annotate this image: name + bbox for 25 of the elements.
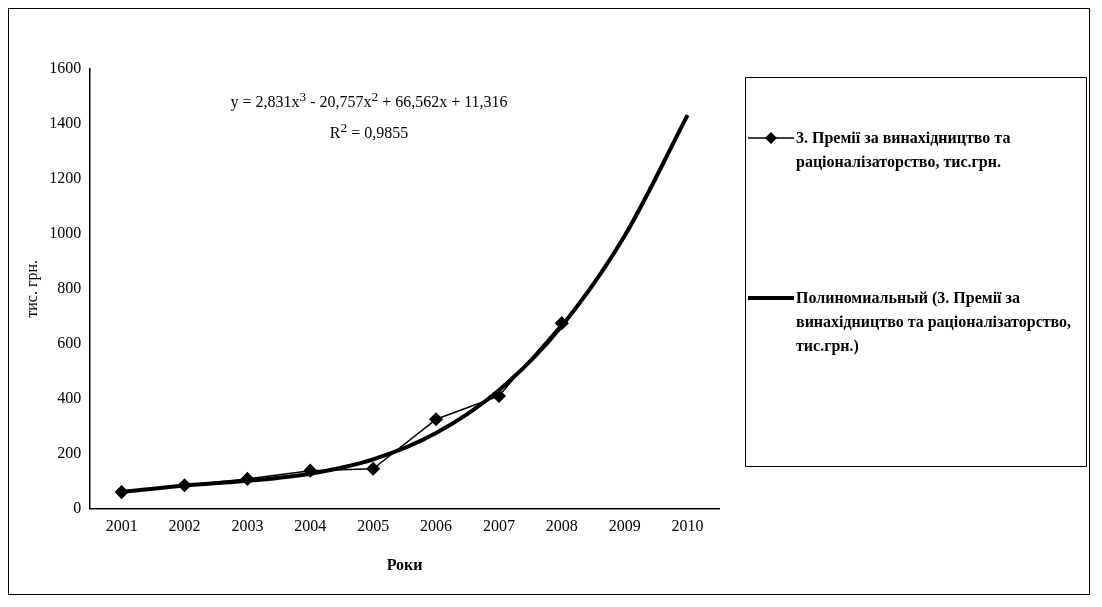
- y-tick-label: 1600: [49, 59, 82, 77]
- annotation: y = 2,831x$^{3}$ - 20,757x$^{2}$ + 66,562x + 11,316: [229, 88, 509, 113]
- x-tick-label: 2008: [545, 517, 578, 535]
- x-tick-label: 2005: [357, 517, 390, 535]
- x-tick-label: 2003: [231, 517, 264, 535]
- y-tick-label: 800: [57, 279, 82, 296]
- x-tick-label: 2006: [420, 517, 453, 535]
- y-tick-label: 400: [57, 388, 82, 406]
- x-tick-label: 2007: [482, 517, 515, 535]
- x-tick-label: 2001: [105, 517, 138, 535]
- y-axis-title: тис. грн.: [22, 259, 41, 318]
- x-axis-title: Роки: [386, 555, 423, 573]
- y-tick-label: 0: [73, 498, 82, 516]
- x-tick-label: 2010: [671, 517, 704, 535]
- legend-label: 3. Премії за винахідництво та раціоналізаторство, тис.грн.: [796, 128, 1012, 173]
- x-tick-label: 2004: [294, 517, 327, 535]
- y-tick-label: 1400: [49, 114, 82, 132]
- y-tick-label: 1200: [49, 169, 82, 187]
- x-tick-label: 2002: [168, 517, 201, 535]
- y-tick-label: 200: [57, 443, 82, 461]
- y-tick-label: 1000: [49, 224, 82, 242]
- x-tick-label: 2009: [608, 517, 641, 535]
- legend-label: Полиномиальный (3. Премії за винахідництво та раціоналізаторство, тис.грн.): [796, 288, 1073, 357]
- annotation: R$^{2}$ = 0,9855: [328, 119, 410, 144]
- y-tick-label: 600: [57, 333, 82, 351]
